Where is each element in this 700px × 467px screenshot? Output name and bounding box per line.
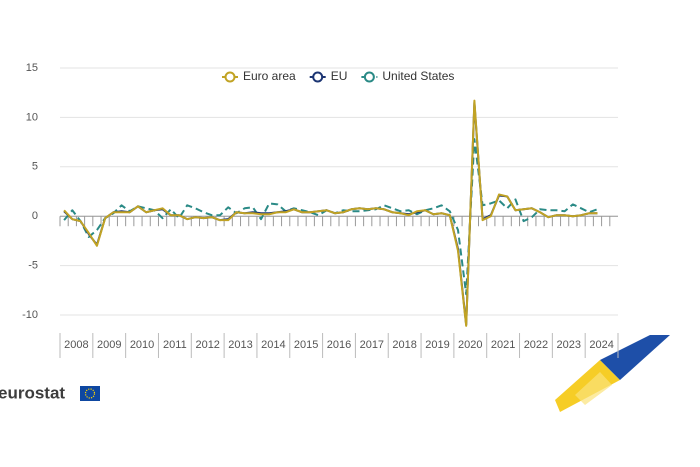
legend-item[interactable]: EU — [309, 69, 348, 83]
legend-item[interactable]: Euro area — [222, 69, 296, 83]
legend-marker — [363, 71, 375, 83]
x-tick-label: 2023 — [557, 339, 581, 351]
x-tick-label: 2014 — [261, 339, 285, 351]
line-series — [63, 101, 598, 326]
legend-marker — [224, 71, 236, 83]
y-tick-label: 10 — [26, 111, 38, 123]
legend-label: Euro area — [243, 69, 296, 83]
x-tick-label: 2020 — [458, 339, 482, 351]
x-tick-label: 2017 — [360, 339, 384, 351]
legend-label: United States — [382, 69, 454, 83]
eu-flag — [80, 386, 100, 401]
x-tick-label: 2022 — [524, 339, 548, 351]
line-series — [63, 99, 598, 327]
y-tick-label: -5 — [28, 260, 38, 272]
legend: Euro area EU United States — [222, 69, 454, 83]
x-tick-label: 2013 — [228, 339, 252, 351]
x-tick-label: 2012 — [195, 339, 219, 351]
x-tick-label: 2018 — [392, 339, 416, 351]
x-tick-label: 2009 — [97, 339, 121, 351]
logo-text: eurostat — [0, 383, 65, 402]
x-tick-label: 2021 — [491, 339, 515, 351]
x-tick-label: 2024 — [589, 339, 613, 351]
x-tick-label: 2016 — [327, 339, 351, 351]
y-tick-label: 5 — [32, 161, 38, 173]
y-tick-label: 0 — [32, 210, 38, 222]
x-tick-label: 2019 — [425, 339, 449, 351]
logo: eurostat — [0, 383, 100, 402]
x-tick-label: 2015 — [294, 339, 318, 351]
legend-marker — [312, 71, 324, 83]
y-tick-label: -10 — [22, 309, 38, 321]
y-tick-label: 15 — [26, 62, 38, 74]
legend-label: EU — [331, 69, 348, 83]
x-tick-label: 2011 — [163, 339, 187, 351]
decoration — [555, 335, 670, 412]
x-tick-label: 2008 — [64, 339, 88, 351]
legend-item[interactable]: United States — [361, 69, 454, 83]
x-tick-label: 2010 — [130, 339, 154, 351]
